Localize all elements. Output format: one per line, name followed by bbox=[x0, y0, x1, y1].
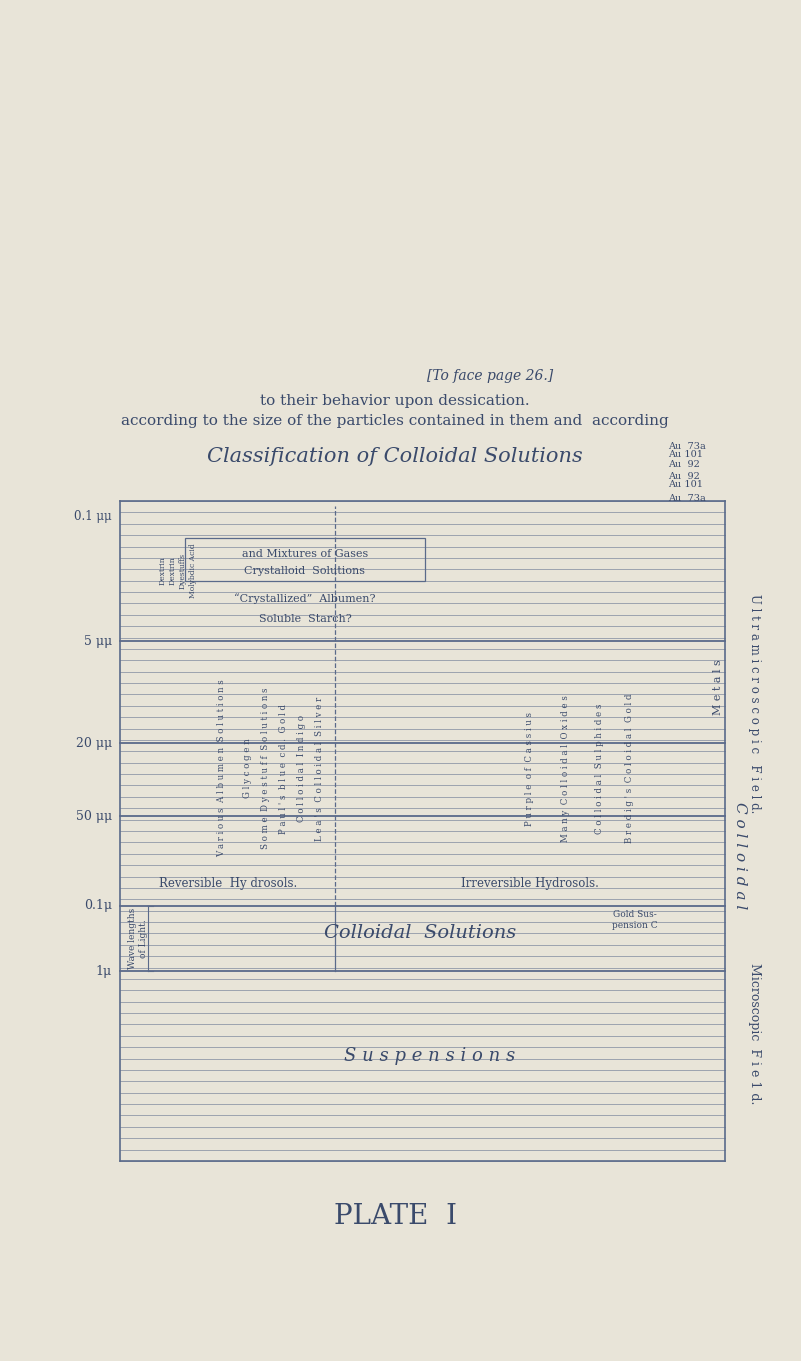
Text: Dyestuffs: Dyestuffs bbox=[179, 553, 187, 589]
Text: Irreversible Hydrosols.: Irreversible Hydrosols. bbox=[461, 878, 599, 890]
Text: Classification of Colloidal Solutions: Classification of Colloidal Solutions bbox=[207, 446, 583, 465]
Text: Dextrin: Dextrin bbox=[159, 557, 167, 585]
Text: [To face page 26.]: [To face page 26.] bbox=[427, 369, 553, 382]
Text: Au  92: Au 92 bbox=[668, 471, 700, 480]
Text: V a r i o u s  A l b u m e n  S o l u t i o n s: V a r i o u s A l b u m e n S o l u t i … bbox=[218, 679, 227, 857]
Text: U l t r a m i c r o s c o p i c   F i e l d.: U l t r a m i c r o s c o p i c F i e l … bbox=[748, 593, 762, 813]
Text: “Crystallized”  Albumen?: “Crystallized” Albumen? bbox=[234, 593, 376, 604]
Text: Colloidal  Solutions: Colloidal Solutions bbox=[324, 924, 516, 943]
Text: 0.1 μμ: 0.1 μμ bbox=[74, 509, 112, 523]
Text: Dextrin: Dextrin bbox=[169, 557, 177, 585]
Text: Au  73a: Au 73a bbox=[668, 494, 706, 502]
Text: G l y c o g e n: G l y c o g e n bbox=[244, 739, 252, 799]
Text: M a n y  C o l l o i d a l  O x i d e s: M a n y C o l l o i d a l O x i d e s bbox=[561, 695, 570, 842]
Text: to their behavior upon dessication.: to their behavior upon dessication. bbox=[260, 393, 529, 408]
Text: and Mixtures of Gases: and Mixtures of Gases bbox=[242, 548, 368, 559]
Text: P a u l ' s  b l u e  c d .  G o l d: P a u l ' s b l u e c d . G o l d bbox=[280, 704, 288, 833]
Text: according to the size of the particles contained in them and  according: according to the size of the particles c… bbox=[121, 414, 669, 427]
Text: Soluble  Starch?: Soluble Starch? bbox=[259, 614, 352, 623]
Text: C o l l o i d a l  S u l p h i d e s: C o l l o i d a l S u l p h i d e s bbox=[595, 704, 605, 834]
Text: Molybdic Acid: Molybdic Acid bbox=[189, 543, 197, 599]
Text: C o l l o i d a l: C o l l o i d a l bbox=[733, 803, 747, 909]
Text: B r e d i g ' s  C o l o i d a l  G o l d: B r e d i g ' s C o l o i d a l G o l d bbox=[626, 694, 634, 844]
Text: Au 101: Au 101 bbox=[668, 479, 703, 489]
Text: Au 101: Au 101 bbox=[668, 449, 703, 459]
Text: M e t a l s: M e t a l s bbox=[713, 659, 723, 715]
Text: Au  73a: Au 73a bbox=[668, 441, 706, 450]
Text: Reversible  Hy drosols.: Reversible Hy drosols. bbox=[159, 878, 297, 890]
Text: 20 μμ: 20 μμ bbox=[76, 736, 112, 750]
Text: L e a ' s  C o l l o i d a l  S i l v e r: L e a ' s C o l l o i d a l S i l v e r bbox=[316, 697, 324, 841]
Text: Au  92: Au 92 bbox=[668, 460, 700, 468]
Text: 5 μμ: 5 μμ bbox=[84, 634, 112, 648]
Text: 0.1μ: 0.1μ bbox=[84, 900, 112, 912]
Text: P u r p l e  o f  C a s s i u s: P u r p l e o f C a s s i u s bbox=[525, 712, 534, 826]
Text: C o l l o i d a l  I n d i g o: C o l l o i d a l I n d i g o bbox=[297, 715, 307, 822]
Text: PLATE  I: PLATE I bbox=[333, 1203, 457, 1229]
Text: Crystalloid  Solutions: Crystalloid Solutions bbox=[244, 566, 365, 576]
Text: 50 μμ: 50 μμ bbox=[76, 810, 112, 822]
Text: Wave lengths
of Light.: Wave lengths of Light. bbox=[128, 908, 147, 969]
Text: 1μ: 1μ bbox=[96, 965, 112, 977]
Text: S u s p e n s i o n s: S u s p e n s i o n s bbox=[344, 1047, 516, 1066]
Text: Microscopic  F i e 1 d.: Microscopic F i e 1 d. bbox=[748, 962, 762, 1104]
Bar bbox=[185, 538, 425, 581]
Text: Gold Sus-
pension C: Gold Sus- pension C bbox=[612, 911, 658, 930]
Text: S o m e  D y e s t u f f  S o l u t i o n s: S o m e D y e s t u f f S o l u t i o n … bbox=[261, 687, 271, 849]
